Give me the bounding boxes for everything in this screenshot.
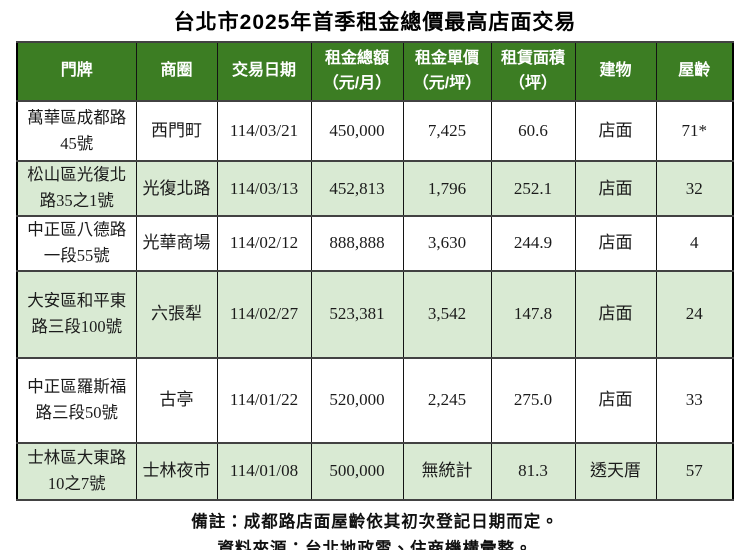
table-cell-date: 114/02/12 bbox=[216, 214, 312, 272]
table-cell-date: 114/03/13 bbox=[216, 160, 312, 217]
footnotes: 備註：成都路店面屋齡依其初次登記日期而定。 資料來源：台北地政雲、住商機構彙整。 bbox=[0, 508, 750, 550]
column-header-address: 門牌 bbox=[16, 41, 137, 102]
table-row: 中正區八德路一段55號 光華商場 114/02/12 888,888 3,630… bbox=[16, 214, 734, 272]
table-cell-total-rent: 450,000 bbox=[310, 100, 404, 162]
table-cell-building: 店面 bbox=[574, 356, 657, 444]
table-cell-date: 114/01/08 bbox=[216, 441, 312, 501]
table-cell-age: 71* bbox=[655, 100, 734, 162]
table-cell-age: 4 bbox=[655, 214, 734, 272]
table-cell-date: 114/02/27 bbox=[216, 269, 312, 359]
table-cell-building: 店面 bbox=[574, 269, 657, 359]
column-header-date: 交易日期 bbox=[216, 41, 312, 102]
table-cell-date: 114/03/21 bbox=[216, 100, 312, 162]
table-cell-age: 24 bbox=[655, 269, 734, 359]
table-cell-total-rent: 500,000 bbox=[310, 441, 404, 501]
column-header-district: 商圈 bbox=[135, 41, 218, 102]
column-header-unit-rent: 租金單價 （元/坪） bbox=[402, 41, 492, 102]
table-row: 士林區大東路10之7號 士林夜市 114/01/08 500,000 無統計 8… bbox=[16, 441, 734, 501]
column-header-area: 租賃面積 （坪） bbox=[490, 41, 576, 102]
table-cell-unit-rent: 7,425 bbox=[402, 100, 492, 162]
table-cell-unit-rent: 3,542 bbox=[402, 269, 492, 359]
table-cell-area: 252.1 bbox=[490, 160, 576, 217]
table-cell-area: 60.6 bbox=[490, 100, 576, 162]
table-row: 松山區光復北路35之1號 光復北路 114/03/13 452,813 1,79… bbox=[16, 160, 734, 217]
table-cell-total-rent: 452,813 bbox=[310, 160, 404, 217]
table-cell-address: 士林區大東路10之7號 bbox=[16, 441, 137, 501]
table-cell-date: 114/01/22 bbox=[216, 356, 312, 444]
table-cell-district: 古亭 bbox=[135, 356, 218, 444]
table-cell-district: 光華商場 bbox=[135, 214, 218, 272]
table-cell-address: 中正區八德路一段55號 bbox=[16, 214, 137, 272]
table-cell-unit-rent: 2,245 bbox=[402, 356, 492, 444]
header-row: 門牌 商圈 交易日期 租金總額 （元/月） 租金單價 （元/坪） 租賃面積 （坪… bbox=[16, 41, 734, 102]
column-header-building: 建物 bbox=[574, 41, 657, 102]
table-cell-unit-rent: 3,630 bbox=[402, 214, 492, 272]
table-row: 中正區羅斯福路三段50號 古亭 114/01/22 520,000 2,245 … bbox=[16, 356, 734, 444]
table-cell-address: 大安區和平東路三段100號 bbox=[16, 269, 137, 359]
table-cell-address: 中正區羅斯福路三段50號 bbox=[16, 356, 137, 444]
table-cell-address: 松山區光復北路35之1號 bbox=[16, 160, 137, 217]
table-cell-building: 店面 bbox=[574, 214, 657, 272]
table-row: 萬華區成都路45號 西門町 114/03/21 450,000 7,425 60… bbox=[16, 100, 734, 162]
table-cell-age: 33 bbox=[655, 356, 734, 444]
table-cell-building: 透天厝 bbox=[574, 441, 657, 501]
note-source: 資料來源：台北地政雲、住商機構彙整。 bbox=[217, 538, 533, 550]
table-cell-total-rent: 523,381 bbox=[310, 269, 404, 359]
table-cell-unit-rent: 無統計 bbox=[402, 441, 492, 501]
table-cell-district: 光復北路 bbox=[135, 160, 218, 217]
table-cell-building: 店面 bbox=[574, 100, 657, 162]
column-header-total-rent: 租金總額 （元/月） bbox=[310, 41, 404, 102]
table-cell-total-rent: 520,000 bbox=[310, 356, 404, 444]
table-cell-district: 六張犁 bbox=[135, 269, 218, 359]
table-cell-unit-rent: 1,796 bbox=[402, 160, 492, 217]
table-cell-area: 81.3 bbox=[490, 441, 576, 501]
table-row: 大安區和平東路三段100號 六張犁 114/02/27 523,381 3,54… bbox=[16, 269, 734, 359]
rent-table: 門牌 商圈 交易日期 租金總額 （元/月） 租金單價 （元/坪） 租賃面積 （坪… bbox=[16, 41, 734, 501]
table-cell-age: 32 bbox=[655, 160, 734, 217]
table-cell-area: 147.8 bbox=[490, 269, 576, 359]
table-cell-district: 士林夜市 bbox=[135, 441, 218, 501]
table-cell-building: 店面 bbox=[574, 160, 657, 217]
table-cell-area: 244.9 bbox=[490, 214, 576, 272]
table-cell-address: 萬華區成都路45號 bbox=[16, 100, 137, 162]
note-remark: 備註：成都路店面屋齡依其初次登記日期而定。 bbox=[191, 511, 559, 531]
table-cell-total-rent: 888,888 bbox=[310, 214, 404, 272]
table-cell-district: 西門町 bbox=[135, 100, 218, 162]
table-cell-age: 57 bbox=[655, 441, 734, 501]
column-header-age: 屋齡 bbox=[655, 41, 734, 102]
table-cell-area: 275.0 bbox=[490, 356, 576, 444]
page-title: 台北市2025年首季租金總價最高店面交易 bbox=[173, 11, 577, 34]
